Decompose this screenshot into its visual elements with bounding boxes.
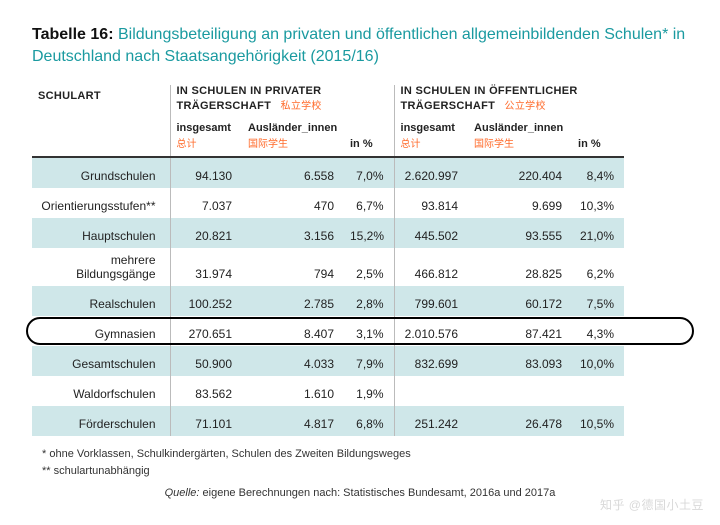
cell-private-total: 20.821 bbox=[170, 218, 242, 248]
source-label: Quelle: bbox=[165, 487, 200, 499]
cell-public-total: 2.010.576 bbox=[394, 316, 468, 346]
row-label: Waldorfschulen bbox=[32, 376, 170, 406]
subheader-insgesamt-2: insgesamt 总计 bbox=[394, 117, 468, 157]
cell-public-pct: 7,5% bbox=[572, 286, 624, 316]
table-row: Gymnasien270.6518.4073,1%2.010.57687.421… bbox=[32, 316, 688, 346]
row-label: mehrere Bildungsgänge bbox=[32, 248, 170, 286]
cell-public-aus: 9.699 bbox=[468, 188, 572, 218]
cell-private-aus: 470 bbox=[242, 188, 344, 218]
cell-private-total: 100.252 bbox=[170, 286, 242, 316]
cell-private-total: 94.130 bbox=[170, 157, 242, 188]
table-row: Waldorfschulen83.5621.6101,9% bbox=[32, 376, 688, 406]
table-row: Realschulen100.2522.7852,8%799.60160.172… bbox=[32, 286, 688, 316]
row-label: Förderschulen bbox=[32, 406, 170, 436]
footnotes: * ohne Vorklassen, Schulkindergärten, Sc… bbox=[32, 446, 688, 479]
table-row: Gesamtschulen50.9004.0337,9%832.69983.09… bbox=[32, 346, 688, 376]
cell-private-aus: 8.407 bbox=[242, 316, 344, 346]
row-label: Grundschulen bbox=[32, 157, 170, 188]
cell-private-pct: 3,1% bbox=[344, 316, 394, 346]
cell-public-aus bbox=[468, 376, 572, 406]
cell-public-aus: 28.825 bbox=[468, 248, 572, 286]
cell-private-total: 31.974 bbox=[170, 248, 242, 286]
watermark: 知乎 @德国小土豆 bbox=[600, 496, 704, 513]
cell-public-total: 445.502 bbox=[394, 218, 468, 248]
row-label: Orientierungsstufen** bbox=[32, 188, 170, 218]
subheader-auslaender-1: Ausländer_innen 国际学生 bbox=[242, 117, 344, 157]
row-label: Gesamtschulen bbox=[32, 346, 170, 376]
cell-private-pct: 6,8% bbox=[344, 406, 394, 436]
cell-private-aus: 4.817 bbox=[242, 406, 344, 436]
cell-private-aus: 2.785 bbox=[242, 286, 344, 316]
header-schulart: SCHULART bbox=[32, 85, 170, 157]
cell-private-aus: 4.033 bbox=[242, 346, 344, 376]
cell-private-pct: 2,8% bbox=[344, 286, 394, 316]
cell-public-pct: 10,5% bbox=[572, 406, 624, 436]
cell-public-aus: 60.172 bbox=[468, 286, 572, 316]
header-group-private-cjk: 私立学校 bbox=[281, 101, 322, 112]
row-label: Gymnasien bbox=[32, 316, 170, 346]
cell-public-pct: 10,0% bbox=[572, 346, 624, 376]
table-body: Grundschulen94.1306.5587,0%2.620.997220.… bbox=[32, 157, 688, 436]
cell-public-pct: 21,0% bbox=[572, 218, 624, 248]
cell-private-aus: 794 bbox=[242, 248, 344, 286]
cell-private-pct: 7,9% bbox=[344, 346, 394, 376]
data-table: SCHULART IN SCHULEN IN PRIVATER TRÄGERSC… bbox=[32, 85, 688, 436]
cell-public-total: 832.699 bbox=[394, 346, 468, 376]
cell-private-total: 270.651 bbox=[170, 316, 242, 346]
cell-public-aus: 83.093 bbox=[468, 346, 572, 376]
footnote-a: * ohne Vorklassen, Schulkindergärten, Sc… bbox=[42, 446, 688, 463]
cell-public-pct bbox=[572, 376, 624, 406]
cell-private-pct: 2,5% bbox=[344, 248, 394, 286]
table-row: Hauptschulen20.8213.15615,2%445.50293.55… bbox=[32, 218, 688, 248]
header-group-public-cjk: 公立学校 bbox=[505, 101, 546, 112]
cell-public-pct: 8,4% bbox=[572, 157, 624, 188]
cell-private-pct: 6,7% bbox=[344, 188, 394, 218]
subheader-auslaender-2: Ausländer_innen 国际学生 bbox=[468, 117, 572, 157]
table-row: mehrere Bildungsgänge31.9747942,5%466.81… bbox=[32, 248, 688, 286]
cell-private-aus: 1.610 bbox=[242, 376, 344, 406]
cell-private-total: 71.101 bbox=[170, 406, 242, 436]
cell-private-pct: 15,2% bbox=[344, 218, 394, 248]
cell-private-pct: 7,0% bbox=[344, 157, 394, 188]
cell-public-total: 799.601 bbox=[394, 286, 468, 316]
cell-public-aus: 26.478 bbox=[468, 406, 572, 436]
cell-public-total: 2.620.997 bbox=[394, 157, 468, 188]
cell-private-total: 83.562 bbox=[170, 376, 242, 406]
table-row: Orientierungsstufen**7.0374706,7%93.8149… bbox=[32, 188, 688, 218]
footnote-b: ** schulartunabhängig bbox=[42, 463, 688, 480]
cell-public-aus: 93.555 bbox=[468, 218, 572, 248]
subheader-pct-1: in % bbox=[344, 117, 394, 157]
row-label: Realschulen bbox=[32, 286, 170, 316]
cell-public-pct: 4,3% bbox=[572, 316, 624, 346]
cell-public-total: 466.812 bbox=[394, 248, 468, 286]
title-text: Bildungsbeteiligung an privaten und öffe… bbox=[32, 26, 685, 65]
cell-public-aus: 220.404 bbox=[468, 157, 572, 188]
cell-private-aus: 6.558 bbox=[242, 157, 344, 188]
cell-private-aus: 3.156 bbox=[242, 218, 344, 248]
row-label: Hauptschulen bbox=[32, 218, 170, 248]
source-text: eigene Berechnungen nach: Statistisches … bbox=[203, 487, 556, 499]
cell-private-pct: 1,9% bbox=[344, 376, 394, 406]
cell-public-pct: 10,3% bbox=[572, 188, 624, 218]
title-label: Tabelle 16: bbox=[32, 26, 114, 43]
cell-public-total bbox=[394, 376, 468, 406]
table-row: Grundschulen94.1306.5587,0%2.620.997220.… bbox=[32, 157, 688, 188]
header-group-public-label: IN SCHULEN IN ÖFFENTLICHER TRÄGERSCHAFT bbox=[401, 85, 578, 112]
header-group-private: IN SCHULEN IN PRIVATER TRÄGERSCHAFT 私立学校 bbox=[170, 85, 394, 117]
cell-public-total: 251.242 bbox=[394, 406, 468, 436]
table-row: Förderschulen71.1014.8176,8%251.24226.47… bbox=[32, 406, 688, 436]
header-group-public: IN SCHULEN IN ÖFFENTLICHER TRÄGERSCHAFT … bbox=[394, 85, 624, 117]
cell-private-total: 7.037 bbox=[170, 188, 242, 218]
cell-public-aus: 87.421 bbox=[468, 316, 572, 346]
source-line: Quelle: eigene Berechnungen nach: Statis… bbox=[32, 487, 688, 499]
subheader-pct-2: in % bbox=[572, 117, 624, 157]
cell-private-total: 50.900 bbox=[170, 346, 242, 376]
cell-public-pct: 6,2% bbox=[572, 248, 624, 286]
cell-public-total: 93.814 bbox=[394, 188, 468, 218]
table-title: Tabelle 16: Bildungsbeteiligung an priva… bbox=[32, 24, 688, 67]
subheader-insgesamt-1: insgesamt 总计 bbox=[170, 117, 242, 157]
